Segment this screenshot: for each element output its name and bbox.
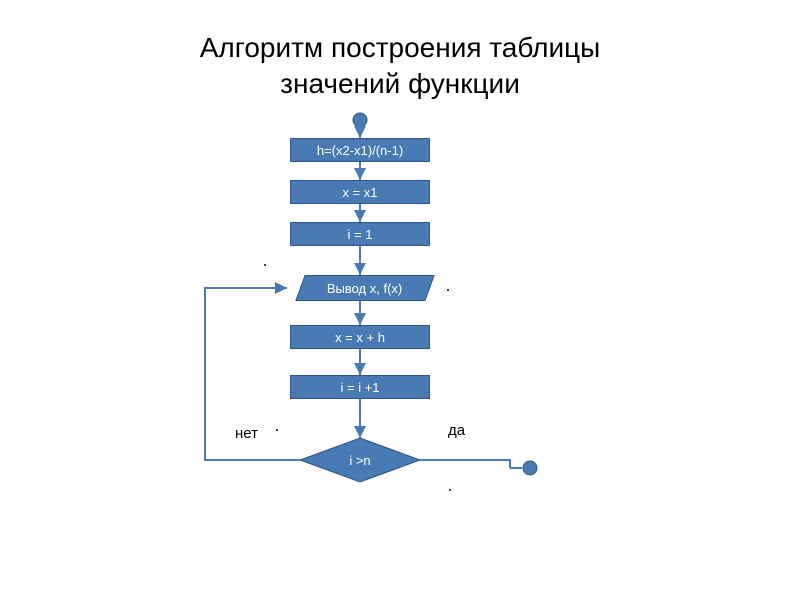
decision-label: i >n (349, 453, 370, 468)
io-output: Вывод x, f(x) (295, 275, 434, 301)
end-node (523, 461, 537, 475)
start-node (353, 113, 367, 127)
dot-icon (447, 289, 449, 291)
edge-yes (420, 460, 510, 468)
process-i-init: i = 1 (290, 222, 430, 246)
process-x-init: x = x1 (290, 180, 430, 204)
label-yes: да (448, 422, 465, 439)
label-no: нет (235, 425, 258, 442)
dot-icon (264, 264, 266, 266)
process-h: h=(x2-x1)/(n-1) (290, 138, 430, 162)
process-i-step: i = i +1 (290, 375, 430, 399)
flowchart-container: i >n h=(x2-x1)/(n-1) x = x1 i = 1 Вывод … (0, 0, 800, 600)
process-x-step: x = x + h (290, 325, 430, 349)
dot-icon (449, 489, 451, 491)
dot-icon (276, 429, 278, 431)
